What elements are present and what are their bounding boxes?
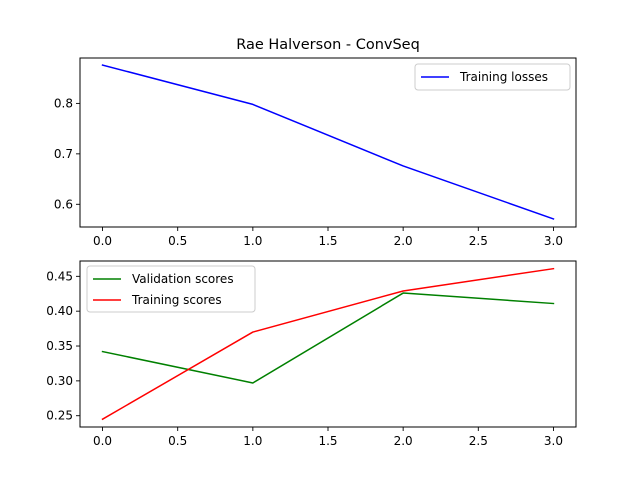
bottom-y-tick-label: 0.30 (46, 374, 73, 388)
bottom-y-tick-label: 0.35 (46, 339, 73, 353)
bottom-legend-label-2: Training scores (131, 293, 222, 307)
bottom-y-tick-label: 0.40 (46, 304, 73, 318)
bottom-x-tick-label: 2.5 (469, 434, 488, 448)
top-y-tick-label: 0.6 (54, 197, 73, 211)
bottom-series-line-2 (101, 267, 555, 421)
top-legend: Training losses (414, 63, 571, 91)
bottom-legend-box (86, 265, 256, 313)
top-x-tick-label: 0.0 (93, 234, 112, 248)
chart-title: Rae Halverson - ConvSeq (236, 37, 420, 53)
bottom-y-tick-label: 0.25 (46, 409, 73, 423)
bottom-axes: 0.0 0.5 1.0 1.5 2.0 2.5 3.0 0.25 0.30 0.35 0.40 0.4… (46, 260, 577, 448)
top-series-line-1 (101, 64, 555, 220)
bottom-legend-label-1: Validation scores (132, 272, 234, 286)
top-x-tick-label: 0.5 (168, 234, 187, 248)
top-x-tick-label: 2.5 (469, 234, 488, 248)
top-x-tick-label: 2.0 (394, 234, 413, 248)
top-y-tick-label: 0.8 (54, 96, 73, 110)
bottom-x-tick-label: 1.5 (318, 434, 337, 448)
top-legend-box (414, 63, 571, 91)
bottom-x-tick-label: 3.0 (544, 434, 563, 448)
bottom-series-line-1 (101, 292, 555, 384)
bottom-x-tick-label: 0.0 (93, 434, 112, 448)
bottom-x-tick-label: 2.0 (394, 434, 413, 448)
top-legend-label-1: Training losses (459, 70, 548, 84)
top-x-tick-label: 1.0 (243, 234, 262, 248)
top-axes: 0.0 0.5 1.0 1.5 2.0 2.5 3.0 0.6 0.7 0.8 Training l… (54, 57, 577, 248)
bottom-x-tick-label: 1.0 (243, 434, 262, 448)
bottom-x-tick-label: 0.5 (168, 434, 187, 448)
bottom-legend: Validation scores Training scores (86, 265, 256, 313)
top-x-tick-label: 1.5 (318, 234, 337, 248)
top-x-tick-label: 3.0 (544, 234, 563, 248)
bottom-y-tick-label: 0.45 (46, 269, 73, 283)
top-y-tick-label: 0.7 (54, 147, 73, 161)
